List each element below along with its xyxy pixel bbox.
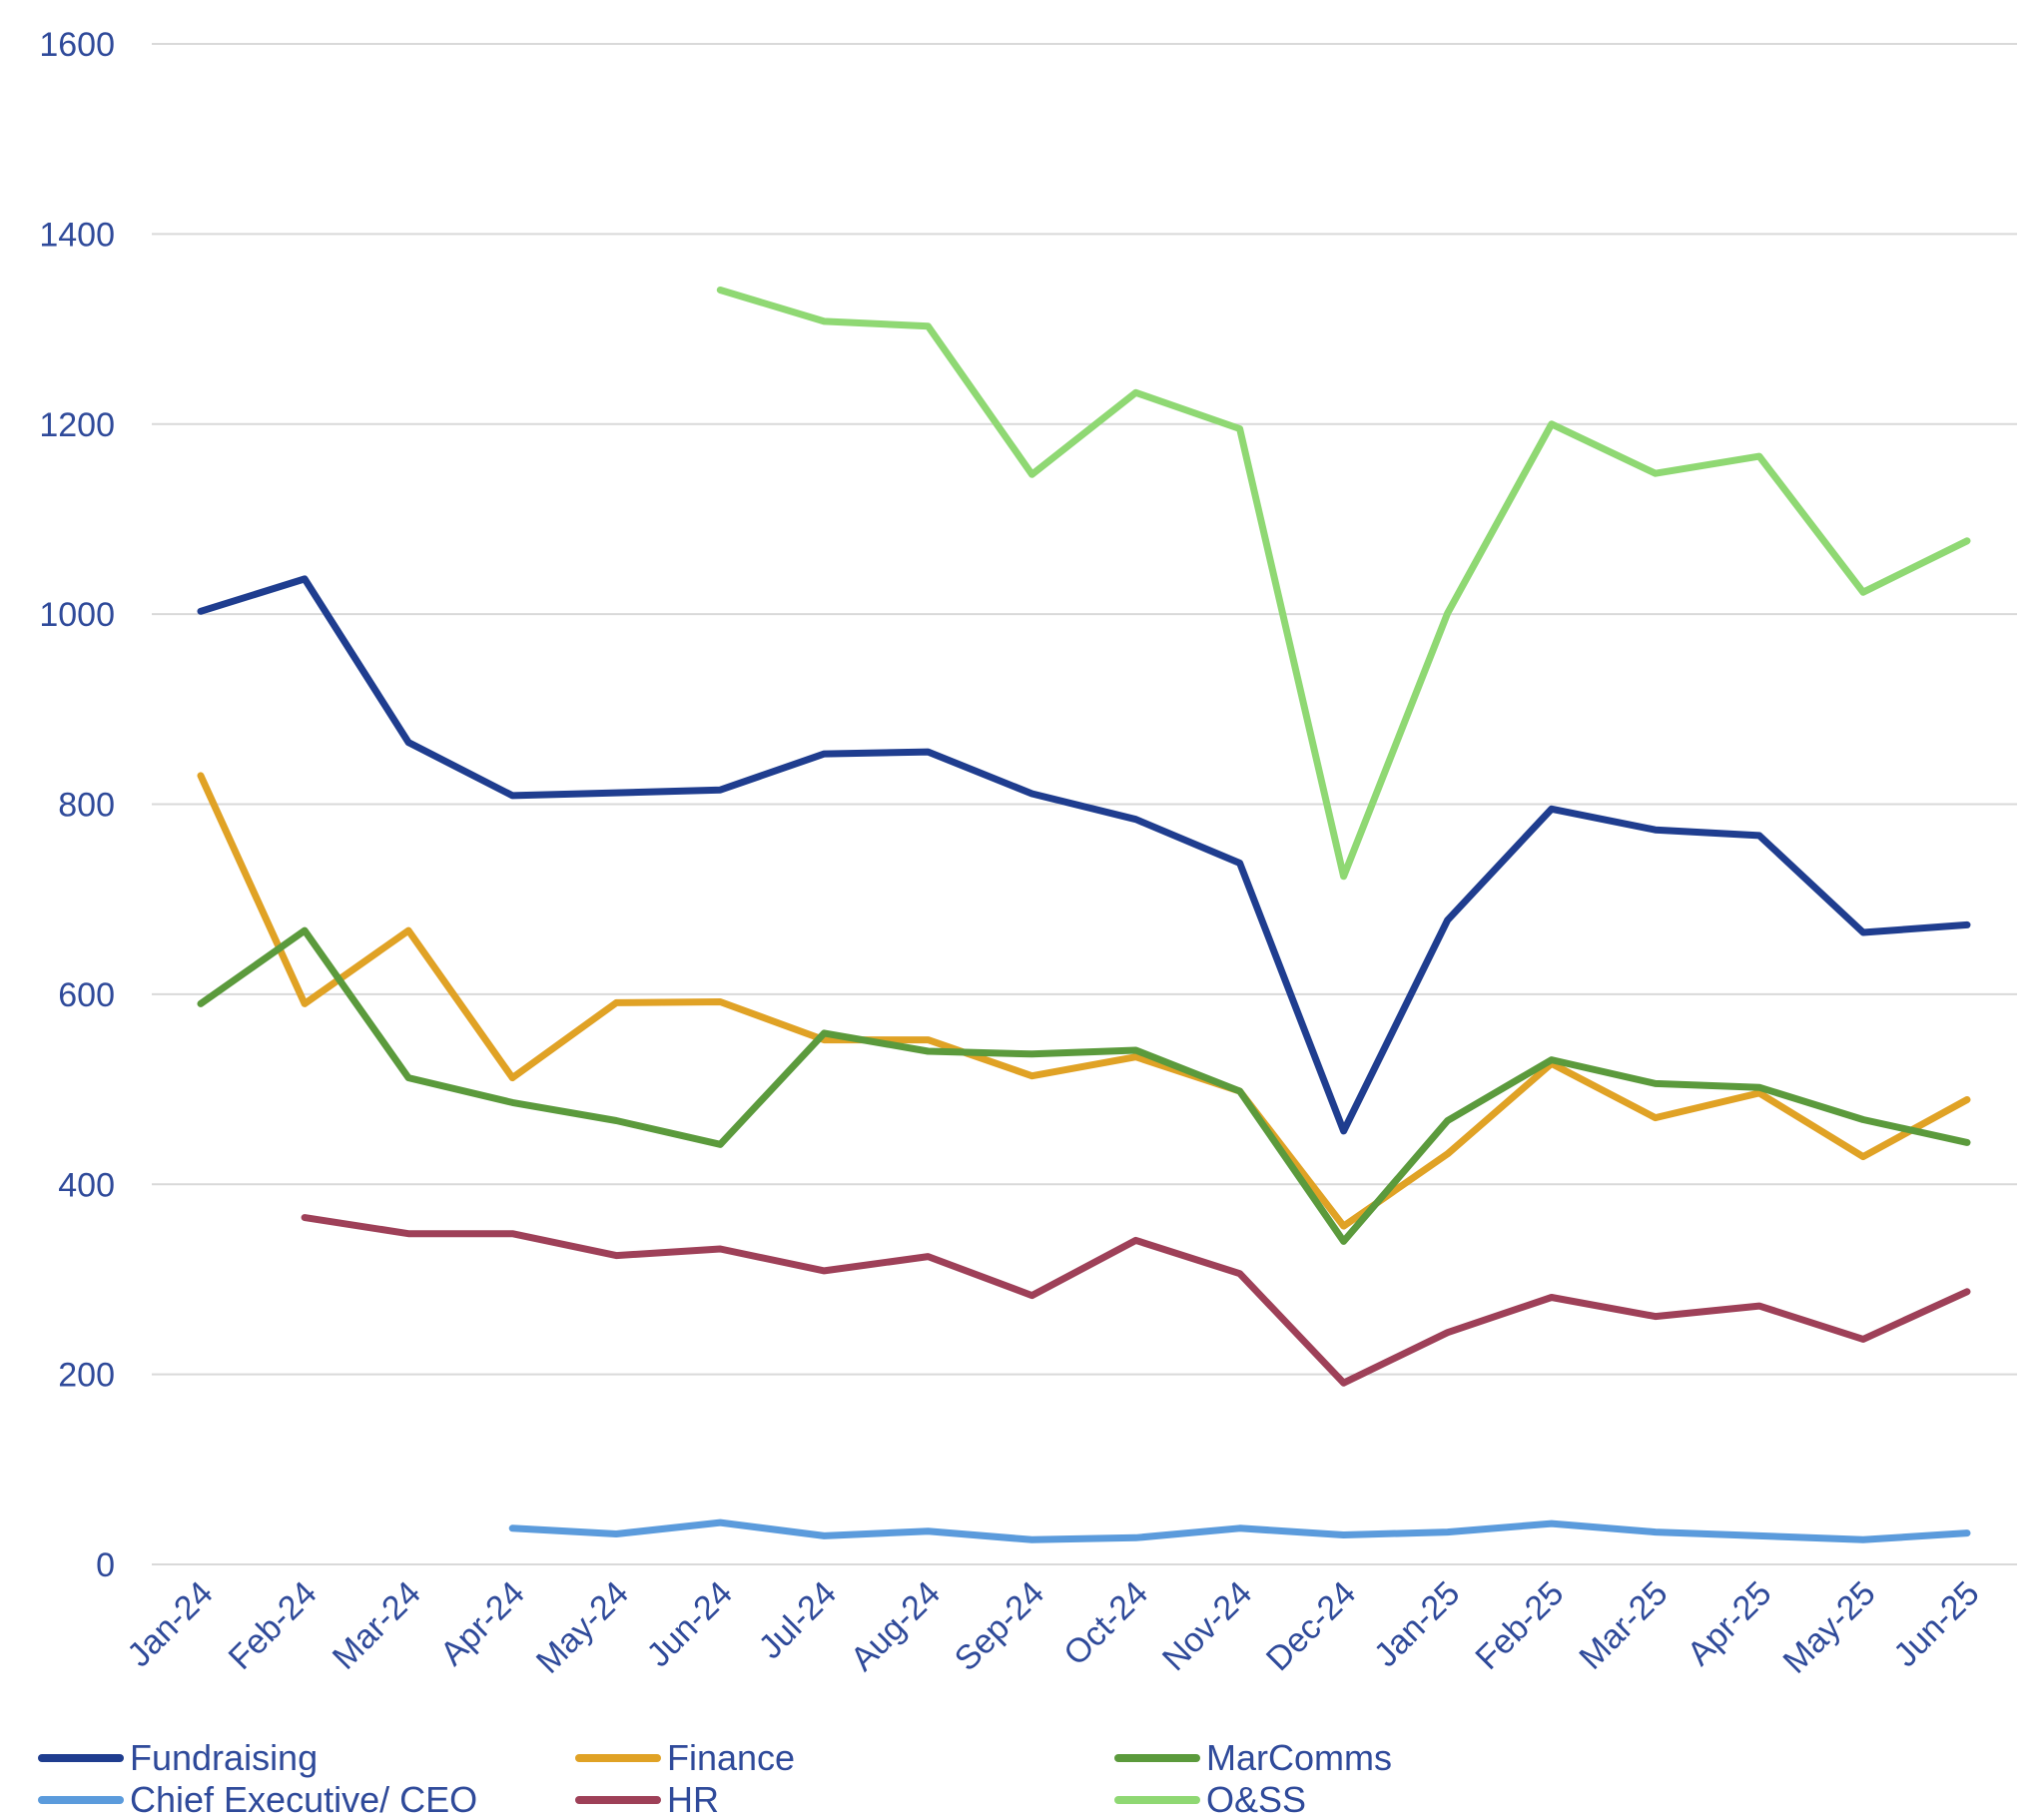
legend-label-o-ss: O&SS (1206, 1779, 1306, 1818)
x-tick-label: Oct-24 (1056, 1574, 1155, 1673)
x-tick-label: Apr-24 (433, 1574, 532, 1673)
series-line-o-ss (716, 287, 1971, 881)
y-tick-label: 200 (58, 1357, 115, 1395)
x-tick-label: Mar-25 (1572, 1574, 1675, 1677)
x-tick-label: May-25 (1776, 1574, 1883, 1681)
x-tick-label: Jan-25 (1367, 1574, 1467, 1674)
y-tick-label: 1400 (39, 216, 115, 254)
series-line-chief-executive-ceo (508, 1518, 1971, 1543)
x-tick-label: Aug-24 (844, 1574, 948, 1678)
y-tick-label: 0 (96, 1546, 115, 1584)
series-line-marcomms (197, 926, 1971, 1245)
y-tick-label: 600 (58, 976, 115, 1014)
x-tick-label: Jul-24 (752, 1574, 844, 1666)
y-tick-label: 1200 (39, 406, 115, 444)
series-line-finance (197, 772, 1971, 1230)
x-tick-label: Feb-25 (1468, 1574, 1571, 1677)
legend-label-marcomms: MarComms (1206, 1737, 1392, 1778)
legend-label-hr: HR (667, 1779, 719, 1818)
legend-label-chief-executive-ceo: Chief Executive/ CEO (130, 1779, 477, 1818)
y-axis-ticks: 0 200 400 600 800 1000 1200 1400 1600 (39, 26, 115, 1584)
x-tick-label: Nov-24 (1155, 1574, 1259, 1678)
x-tick-label: Jun-25 (1886, 1574, 1986, 1674)
x-tick-label: Dec-24 (1259, 1574, 1363, 1678)
series-line-fundraising (197, 575, 1971, 1135)
y-tick-label: 1000 (39, 596, 115, 634)
series-lines (197, 287, 1971, 1543)
legend-label-fundraising: Fundraising (130, 1737, 318, 1778)
y-tick-label: 1600 (39, 26, 115, 64)
legend-label-finance: Finance (667, 1737, 795, 1778)
y-tick-label: 800 (58, 787, 115, 825)
x-tick-label: Jan-24 (120, 1574, 220, 1674)
x-tick-label: Sep-24 (948, 1574, 1051, 1678)
y-tick-label: 400 (58, 1166, 115, 1204)
x-tick-label: Jun-24 (640, 1574, 740, 1674)
x-tick-label: Apr-25 (1681, 1574, 1779, 1673)
x-tick-label: May-24 (529, 1574, 636, 1681)
series-line-hr (301, 1214, 1971, 1387)
legend: Fundraising Finance MarComms Chief Executiv… (38, 1737, 1392, 1818)
x-tick-label: Mar-24 (326, 1574, 428, 1677)
x-tick-label: Feb-24 (222, 1574, 325, 1677)
